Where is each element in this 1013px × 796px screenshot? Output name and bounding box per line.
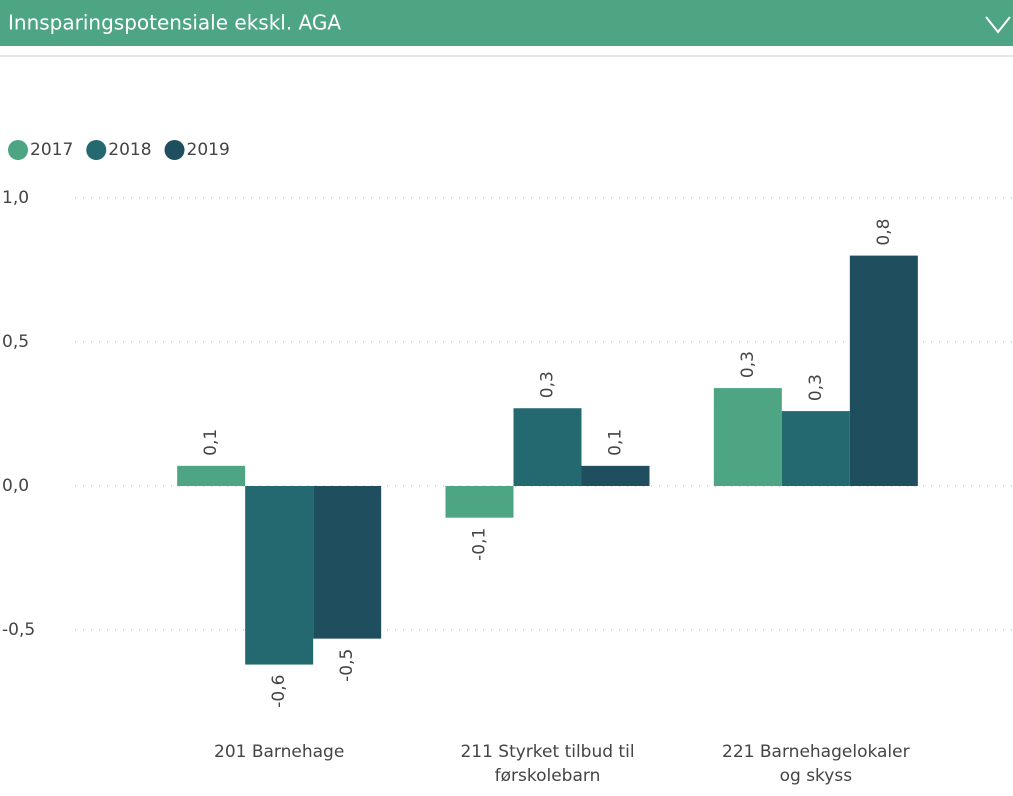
legend-label: 2018 — [108, 140, 151, 160]
data-label: 0,8 — [874, 219, 894, 246]
data-label: 0,3 — [538, 371, 558, 398]
y-tick-label: 1,0 — [2, 188, 29, 208]
legend-swatch — [86, 140, 107, 160]
bar — [781, 411, 850, 486]
y-tick-label: 0,0 — [2, 476, 29, 496]
legend-label: 2019 — [187, 140, 230, 160]
y-tick-label: -0,5 — [2, 620, 35, 640]
data-label: -0,6 — [269, 675, 289, 708]
y-tick-label: 0,5 — [2, 332, 29, 352]
data-label: 0,3 — [738, 351, 758, 378]
legend-label: 2017 — [30, 140, 73, 160]
header-bar — [0, 0, 1013, 46]
bar — [849, 255, 918, 486]
x-tick-label: 221 Barnehagelokaler og skyss — [722, 742, 910, 786]
bar — [445, 486, 514, 518]
data-label: -0,1 — [470, 528, 490, 561]
dropdown-chevron[interactable] — [985, 16, 1011, 34]
bar — [513, 408, 582, 486]
legend-swatch — [8, 140, 28, 160]
x-tick-label: 201 Barnehage — [214, 742, 345, 762]
bar — [245, 486, 314, 665]
data-label: 0,1 — [606, 429, 626, 456]
chart-title: Innsparingspotensiale ekskl. AGA — [8, 11, 341, 35]
x-tick-label: 211 Styrket tilbud til førskolebarn — [460, 742, 635, 786]
bar — [713, 388, 782, 486]
bar — [177, 465, 246, 486]
data-label: 0,3 — [806, 374, 826, 401]
bar — [581, 465, 650, 486]
bar — [313, 486, 382, 639]
data-label: -0,5 — [337, 649, 357, 682]
legend-swatch — [164, 140, 185, 160]
data-label: 0,1 — [201, 429, 221, 456]
